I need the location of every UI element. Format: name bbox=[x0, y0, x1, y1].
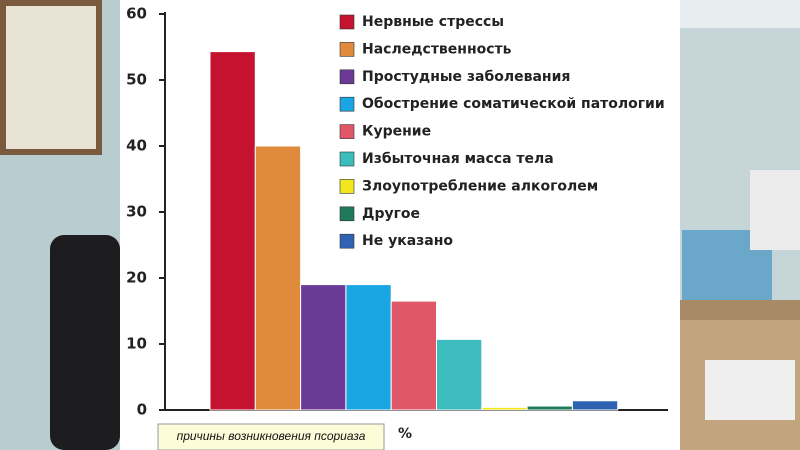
legend-label: Обострение соматической патологии bbox=[362, 96, 665, 112]
bar bbox=[209, 51, 256, 411]
bar bbox=[345, 284, 392, 411]
certificate bbox=[6, 6, 96, 149]
bar bbox=[571, 400, 619, 411]
legend-swatch bbox=[339, 69, 355, 85]
x-axis-label: причины возникновения псориаза bbox=[177, 429, 366, 443]
legend-label: Избыточная масса тела bbox=[362, 151, 554, 167]
legend-label: Курение bbox=[362, 124, 431, 140]
paper bbox=[680, 0, 800, 28]
legend-swatch bbox=[339, 42, 355, 57]
legend-label: Наследственность bbox=[362, 41, 512, 57]
y-tick-label: 30 bbox=[126, 203, 147, 221]
legend-swatch bbox=[339, 151, 355, 167]
chair bbox=[50, 235, 120, 450]
legend-label: Другое bbox=[362, 206, 420, 222]
bar bbox=[526, 405, 573, 411]
papers bbox=[705, 360, 795, 420]
legend-swatch bbox=[339, 14, 355, 30]
y-tick-label: 60 bbox=[126, 5, 147, 23]
legend-swatch bbox=[339, 179, 355, 194]
y-tick-label: 20 bbox=[126, 269, 147, 287]
y-tick-label: 40 bbox=[126, 137, 147, 155]
legend-swatch bbox=[339, 206, 355, 222]
papers bbox=[750, 170, 800, 250]
legend-swatch bbox=[339, 124, 355, 139]
bar bbox=[300, 284, 347, 411]
bar bbox=[254, 145, 302, 411]
y-tick-label: 10 bbox=[126, 335, 147, 353]
shelf bbox=[680, 300, 800, 320]
bar bbox=[481, 406, 528, 411]
bar bbox=[436, 338, 483, 411]
legend-label: Нервные стрессы bbox=[362, 14, 504, 30]
legend-label: Не указано bbox=[362, 233, 453, 249]
y-tick-label: 0 bbox=[137, 401, 147, 419]
xlabel-box bbox=[157, 423, 385, 450]
legend-swatch bbox=[339, 96, 355, 112]
bar bbox=[390, 300, 438, 411]
unit-label: % bbox=[398, 426, 412, 442]
legend-label: Простудные заболевания bbox=[362, 69, 570, 85]
y-tick-label: 50 bbox=[126, 71, 147, 89]
legend-label: Злоупотребление алкоголем bbox=[362, 178, 598, 194]
legend-swatch bbox=[339, 233, 355, 249]
